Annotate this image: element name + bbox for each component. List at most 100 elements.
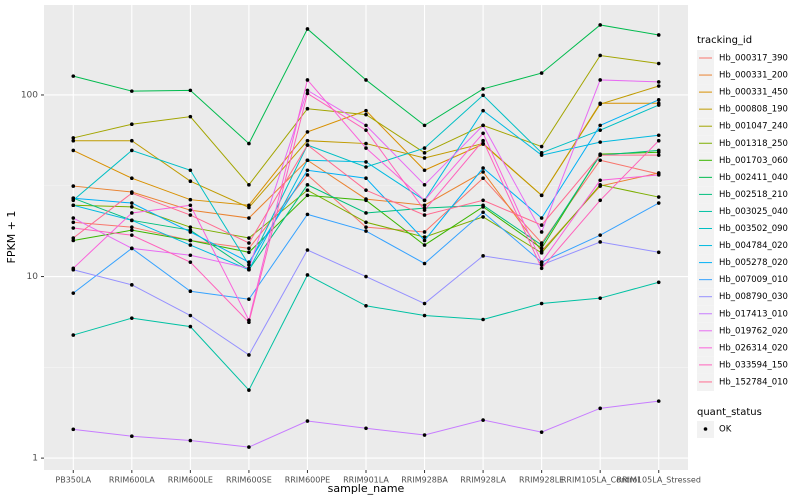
- x-tick-label: RRIM105LA_Control: [561, 476, 640, 485]
- legend-label: Hb_003025_040: [719, 207, 788, 217]
- legend-label: Hb_026314_020: [719, 343, 788, 353]
- data-point: [71, 136, 76, 140]
- data-point: [481, 131, 485, 136]
- legend-label: Hb_003502_090: [719, 224, 788, 234]
- legend-label: Hb_002518_210: [719, 190, 788, 200]
- data-point: [656, 33, 661, 37]
- legend-label: Hb_005278_020: [719, 258, 788, 268]
- data-point: [481, 210, 485, 215]
- data-point: [364, 123, 368, 128]
- data-point: [598, 178, 602, 183]
- legend-label: Hb_019762_020: [719, 326, 788, 336]
- data-point: [539, 266, 544, 271]
- data-point: [247, 263, 251, 267]
- data-point: [422, 203, 427, 208]
- data-point: [598, 128, 602, 132]
- data-point: [422, 261, 427, 266]
- data-point: [598, 153, 602, 157]
- data-point: [481, 418, 485, 422]
- y-axis-title: FPKM + 1: [5, 211, 18, 264]
- data-point: [188, 324, 193, 329]
- data-point: [188, 208, 193, 212]
- data-point: [598, 296, 602, 300]
- data-point: [305, 183, 310, 187]
- legend-label: Hb_007009_010: [719, 275, 788, 285]
- legend-label: Hb_001047_240: [719, 122, 788, 132]
- data-point: [247, 297, 251, 302]
- data-point: [422, 238, 427, 243]
- data-point: [656, 84, 661, 88]
- data-point: [130, 191, 134, 195]
- data-point: [188, 253, 193, 258]
- data-point: [247, 388, 251, 392]
- data-point: [305, 188, 310, 192]
- data-point: [130, 176, 134, 181]
- data-point: [188, 114, 193, 119]
- data-point: [539, 193, 544, 198]
- data-point: [656, 138, 661, 143]
- legend-label: Hb_002411_040: [719, 173, 788, 183]
- x-tick-label: RRIM600PE: [285, 476, 331, 485]
- legend-label: OK: [719, 425, 732, 435]
- y-tick-label: 100: [21, 90, 38, 100]
- data-point: [656, 103, 661, 107]
- data-point: [364, 78, 368, 82]
- data-point: [305, 143, 310, 147]
- data-point: [188, 260, 193, 264]
- data-point: [305, 158, 310, 163]
- data-point: [481, 203, 485, 208]
- data-point: [481, 254, 485, 258]
- data-point: [130, 89, 134, 93]
- data-point: [656, 201, 661, 205]
- data-point: [188, 168, 193, 173]
- data-point: [364, 146, 368, 150]
- data-point: [130, 228, 134, 232]
- data-point: [71, 333, 76, 337]
- legend-label: Hb_008790_030: [719, 292, 788, 302]
- legend-label: Hb_004784_020: [719, 241, 788, 251]
- data-point: [598, 53, 602, 58]
- data-point: [188, 88, 193, 93]
- data-point: [305, 212, 310, 217]
- data-point: [481, 108, 485, 113]
- data-point: [71, 74, 76, 78]
- data-point: [656, 80, 661, 84]
- legend-label: Hb_000331_450: [719, 88, 788, 98]
- data-point: [247, 320, 251, 325]
- data-point: [71, 216, 76, 220]
- x-tick-label: RRIM928BA: [401, 476, 448, 485]
- data-point: [364, 160, 368, 164]
- legend-label: Hb_000331_200: [719, 71, 788, 81]
- data-point: [305, 88, 310, 93]
- data-point: [71, 427, 76, 432]
- data-point: [656, 133, 661, 138]
- data-point: [364, 211, 368, 215]
- data-point: [539, 71, 544, 75]
- data-point: [422, 235, 427, 239]
- data-point: [364, 112, 368, 117]
- data-point: [188, 313, 193, 318]
- data-point: [305, 130, 310, 134]
- data-point: [247, 241, 251, 245]
- data-point: [422, 183, 427, 187]
- data-point: [422, 156, 427, 160]
- data-point: [130, 316, 134, 320]
- data-point: [422, 146, 427, 150]
- data-point: [188, 230, 193, 234]
- data-point: [539, 153, 544, 157]
- data-point: [656, 280, 661, 285]
- data-point: [598, 233, 602, 237]
- data-point: [539, 301, 544, 306]
- data-point: [481, 166, 485, 170]
- data-point: [481, 176, 485, 181]
- data-point: [539, 144, 544, 149]
- legend-title: tracking_id: [697, 35, 752, 46]
- data-point: [305, 78, 310, 82]
- legend-label: Hb_001703_060: [719, 156, 788, 166]
- x-tick-label: RRIM928LA: [460, 476, 506, 485]
- data-point: [130, 218, 134, 223]
- data-point: [598, 123, 602, 128]
- data-point: [130, 225, 134, 229]
- data-point: [130, 122, 134, 127]
- x-tick-label: RRIM600LE: [168, 476, 213, 485]
